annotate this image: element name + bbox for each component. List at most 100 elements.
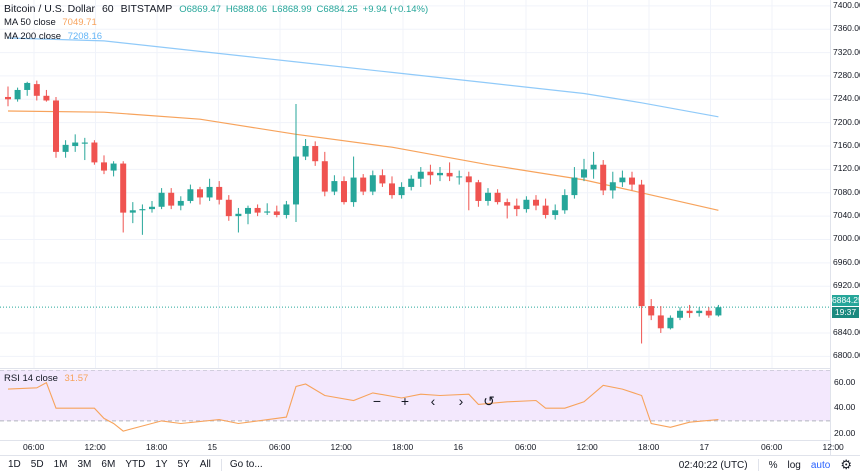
symbol-legend[interactable]: Bitcoin / U.S. Dollar 60 BITSTAMP O6869.… (4, 3, 432, 15)
candle[interactable] (686, 304, 693, 318)
range-button-ytd[interactable]: YTD (125, 459, 146, 470)
ma200-legend[interactable]: MA 200 close 7208.16 (4, 31, 106, 42)
candle[interactable] (24, 81, 31, 96)
candle[interactable] (389, 176, 395, 199)
candle[interactable] (81, 137, 88, 161)
candle[interactable] (523, 196, 530, 213)
candle[interactable] (696, 307, 703, 317)
candle[interactable] (321, 151, 328, 197)
candle[interactable] (312, 141, 319, 166)
candle[interactable] (139, 204, 146, 235)
candle[interactable] (571, 167, 578, 199)
candle[interactable] (72, 134, 79, 152)
range-button-5d[interactable]: 5D (30, 459, 44, 470)
candle[interactable] (235, 207, 242, 233)
range-button-1m[interactable]: 1M (53, 459, 68, 470)
candle[interactable] (600, 160, 607, 196)
candle[interactable] (254, 204, 261, 217)
range-button-1y[interactable]: 1Y (155, 459, 168, 470)
candle[interactable] (408, 175, 415, 191)
price-axis[interactable]: 7400.00 7360.00 7320.00 7280.00 7240.00 7200.… (831, 0, 860, 368)
candle[interactable] (197, 186, 203, 205)
candle[interactable] (14, 87, 21, 102)
candle[interactable] (398, 182, 405, 199)
candle[interactable] (149, 200, 155, 213)
candle[interactable] (168, 188, 175, 210)
candle[interactable] (331, 175, 338, 196)
time-axis[interactable]: 06:00 12:00 18:00 15 06:00 12:00 18:00 16 06:00 1… (0, 441, 844, 455)
candle[interactable] (657, 306, 664, 333)
candle[interactable] (43, 89, 50, 102)
candle[interactable] (677, 307, 683, 321)
candle[interactable] (504, 198, 511, 219)
candle[interactable] (638, 179, 645, 344)
range-button-all[interactable]: All (199, 459, 211, 470)
log-toggle[interactable]: log (787, 459, 801, 471)
scroll-right-button[interactable]: › (458, 393, 464, 409)
candle[interactable] (360, 174, 367, 196)
candle[interactable] (417, 167, 424, 187)
candle[interactable] (110, 161, 117, 177)
candle[interactable] (245, 205, 251, 225)
candle[interactable] (667, 315, 674, 330)
ma50-legend[interactable]: MA 50 close 7049.71 (4, 17, 101, 28)
candle[interactable] (129, 202, 136, 224)
range-button-5y[interactable]: 5Y (177, 459, 190, 470)
candle[interactable] (648, 299, 655, 321)
percent-toggle[interactable]: % (768, 459, 778, 471)
candle[interactable] (609, 171, 616, 199)
candle[interactable] (293, 103, 299, 222)
candle[interactable] (379, 169, 386, 187)
range-button-3m[interactable]: 3M (77, 459, 92, 470)
auto-toggle[interactable]: auto (810, 459, 831, 471)
candle[interactable] (427, 164, 434, 185)
price-chart[interactable] (0, 0, 830, 368)
candle[interactable] (629, 171, 635, 191)
candle[interactable] (446, 162, 453, 182)
candle[interactable] (485, 188, 491, 206)
candle[interactable] (187, 184, 194, 204)
candle[interactable] (456, 170, 463, 185)
candle[interactable] (494, 189, 501, 205)
pane-divider[interactable] (0, 368, 830, 369)
candle[interactable] (283, 200, 290, 219)
candle[interactable] (561, 189, 568, 214)
candle[interactable] (177, 196, 184, 211)
zoom-out-button[interactable]: − (372, 393, 382, 409)
candle[interactable] (705, 307, 712, 318)
candle[interactable] (225, 195, 232, 221)
candle[interactable] (619, 170, 626, 187)
candle[interactable] (101, 155, 107, 175)
candle[interactable] (120, 161, 127, 233)
reset-chart-button[interactable]: ↺ (483, 393, 495, 409)
rsi-axis[interactable]: 60.00 40.00 20.00 (831, 370, 860, 440)
candle[interactable] (369, 170, 376, 196)
settings-gear-icon[interactable]: ⚙ (840, 457, 852, 472)
candle[interactable] (91, 140, 98, 165)
candle[interactable] (350, 156, 357, 207)
rsi-chart[interactable] (0, 370, 830, 442)
candle[interactable] (5, 86, 11, 107)
candle[interactable] (158, 188, 165, 210)
candle[interactable] (590, 151, 597, 179)
candle[interactable] (341, 176, 347, 205)
range-button-1d[interactable]: 1D (8, 459, 21, 470)
range-button-6m[interactable]: 6M (101, 459, 116, 470)
scroll-left-button[interactable]: ‹ (430, 393, 436, 409)
rsi-legend[interactable]: RSI 14 close 31.57 (4, 373, 92, 384)
zoom-in-button[interactable]: + (400, 393, 410, 409)
candle[interactable] (264, 203, 271, 215)
candle[interactable] (533, 195, 539, 211)
candle[interactable] (273, 205, 280, 218)
candle[interactable] (53, 96, 59, 158)
candle[interactable] (465, 171, 472, 211)
candle[interactable] (437, 167, 443, 182)
candle[interactable] (206, 178, 213, 201)
candle[interactable] (302, 139, 309, 161)
candle[interactable] (62, 140, 69, 158)
candle[interactable] (216, 181, 223, 205)
candle[interactable] (33, 80, 40, 101)
candle[interactable] (475, 179, 482, 207)
clock-display[interactable]: 02:40:22 (UTC) (678, 459, 748, 471)
goto-button[interactable]: Go to... (229, 459, 263, 470)
